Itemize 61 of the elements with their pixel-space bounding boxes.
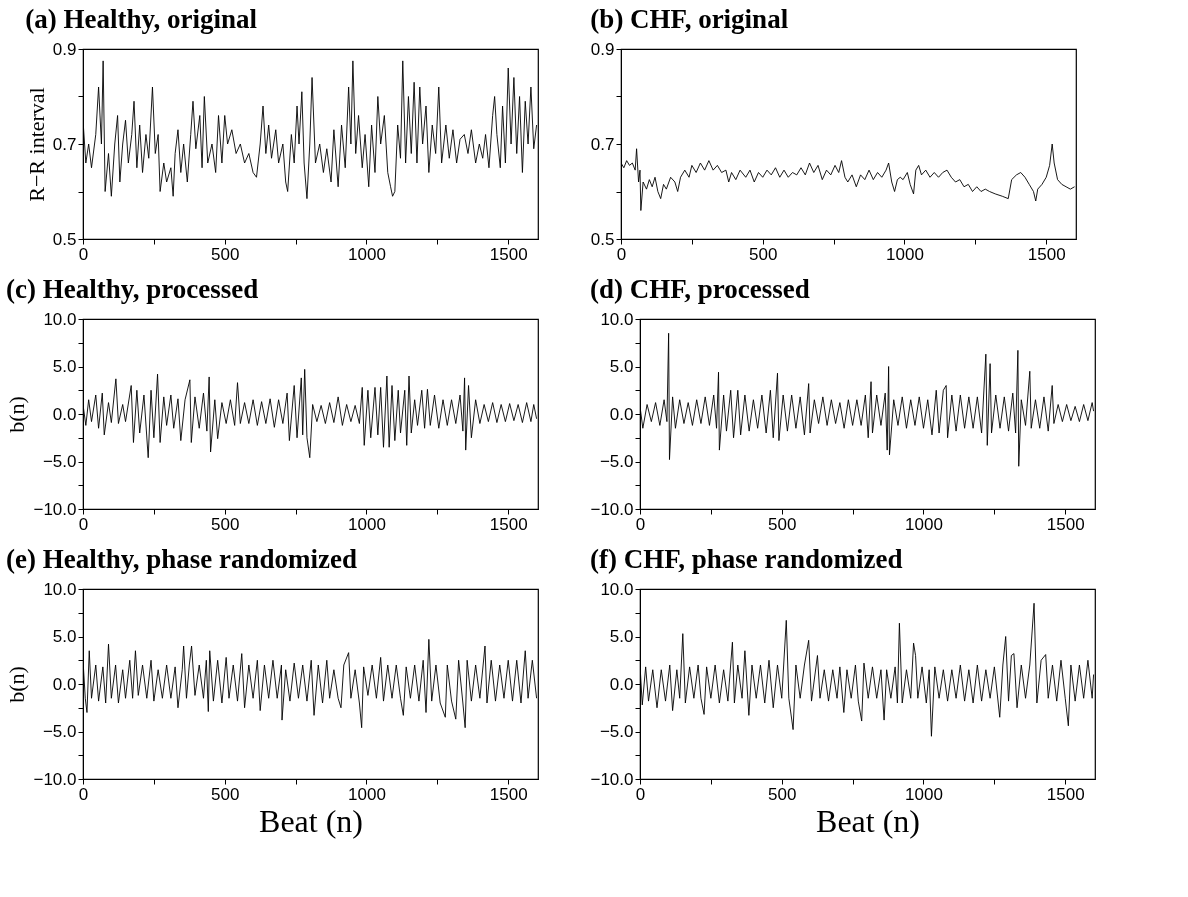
y-tick-label: −10.0 bbox=[590, 499, 634, 519]
y-tick-label: 0.0 bbox=[609, 404, 634, 424]
x-tick-label: 0 bbox=[78, 244, 89, 264]
x-tick-label: 500 bbox=[768, 514, 797, 534]
y-tick-label: −10.0 bbox=[33, 769, 77, 789]
y-tick-label: 5.0 bbox=[609, 357, 634, 376]
y-tick-label: 5.0 bbox=[609, 627, 634, 646]
y-axis-title: b(n) bbox=[4, 396, 30, 433]
y-tick-label: 5.0 bbox=[52, 357, 77, 376]
x-tick-label: 1500 bbox=[1046, 514, 1085, 534]
x-tick-label: 1500 bbox=[1046, 784, 1085, 804]
x-tick-label: 1000 bbox=[348, 784, 386, 804]
y-tick-label: −5.0 bbox=[42, 722, 77, 741]
y-tick-label: 10.0 bbox=[600, 579, 634, 599]
y-tick-label: 10.0 bbox=[600, 309, 634, 329]
y-tick-label: 0.5 bbox=[52, 229, 77, 249]
x-tick-label: 500 bbox=[211, 784, 240, 804]
y-tick-label: 0.9 bbox=[52, 39, 77, 59]
x-tick-label: 1000 bbox=[348, 244, 386, 264]
y-axis-title: R−R interval bbox=[23, 87, 49, 202]
chart-title: (e) Healthy, phase randomized bbox=[5, 544, 357, 574]
y-tick-label: 10.0 bbox=[43, 579, 77, 599]
x-tick-label: 500 bbox=[211, 244, 240, 264]
y-tick-label: 0.0 bbox=[52, 404, 77, 424]
chart-title: (c) Healthy, processed bbox=[5, 274, 259, 304]
x-tick-label: 1000 bbox=[886, 244, 924, 264]
x-tick-label: 1000 bbox=[905, 784, 943, 804]
y-tick-label: 0.7 bbox=[590, 134, 615, 154]
x-tick-label: 0 bbox=[616, 244, 627, 264]
x-tick-label: 1500 bbox=[489, 514, 528, 534]
y-tick-label: 0.5 bbox=[590, 229, 615, 249]
x-tick-label: 0 bbox=[78, 784, 89, 804]
x-tick-label: 0 bbox=[635, 784, 646, 804]
x-tick-label: 0 bbox=[635, 514, 646, 534]
x-tick-label: 1500 bbox=[1027, 244, 1066, 264]
x-tick-label: 500 bbox=[211, 514, 240, 534]
x-tick-label: 500 bbox=[749, 244, 778, 264]
x-axis-title: Beat (n) bbox=[259, 802, 363, 839]
y-tick-label: 0.0 bbox=[609, 674, 634, 694]
x-tick-label: 1000 bbox=[348, 514, 386, 534]
chart-title: (a) Healthy, original bbox=[25, 4, 258, 34]
y-tick-label: 10.0 bbox=[43, 309, 77, 329]
chart-title: (f) CHF, phase randomized bbox=[589, 544, 903, 574]
x-tick-label: 1000 bbox=[905, 514, 943, 534]
x-axis-title: Beat (n) bbox=[816, 802, 920, 839]
y-tick-label: −5.0 bbox=[599, 722, 634, 741]
x-tick-label: 500 bbox=[768, 784, 797, 804]
chart-title: (b) CHF, original bbox=[590, 4, 789, 34]
y-tick-label: 0.0 bbox=[52, 674, 77, 694]
y-tick-label: −5.0 bbox=[42, 452, 77, 471]
y-tick-label: −10.0 bbox=[590, 769, 634, 789]
y-tick-label: −5.0 bbox=[599, 452, 634, 471]
y-tick-label: −10.0 bbox=[33, 499, 77, 519]
y-axis-title: b(n) bbox=[4, 666, 30, 703]
x-tick-label: 0 bbox=[78, 514, 89, 534]
y-tick-label: 5.0 bbox=[52, 627, 77, 646]
y-tick-label: 0.7 bbox=[52, 134, 77, 154]
x-tick-label: 1500 bbox=[489, 784, 528, 804]
x-tick-label: 1500 bbox=[489, 244, 528, 264]
y-tick-label: 0.9 bbox=[590, 39, 615, 59]
chart-title: (d) CHF, processed bbox=[589, 274, 810, 304]
